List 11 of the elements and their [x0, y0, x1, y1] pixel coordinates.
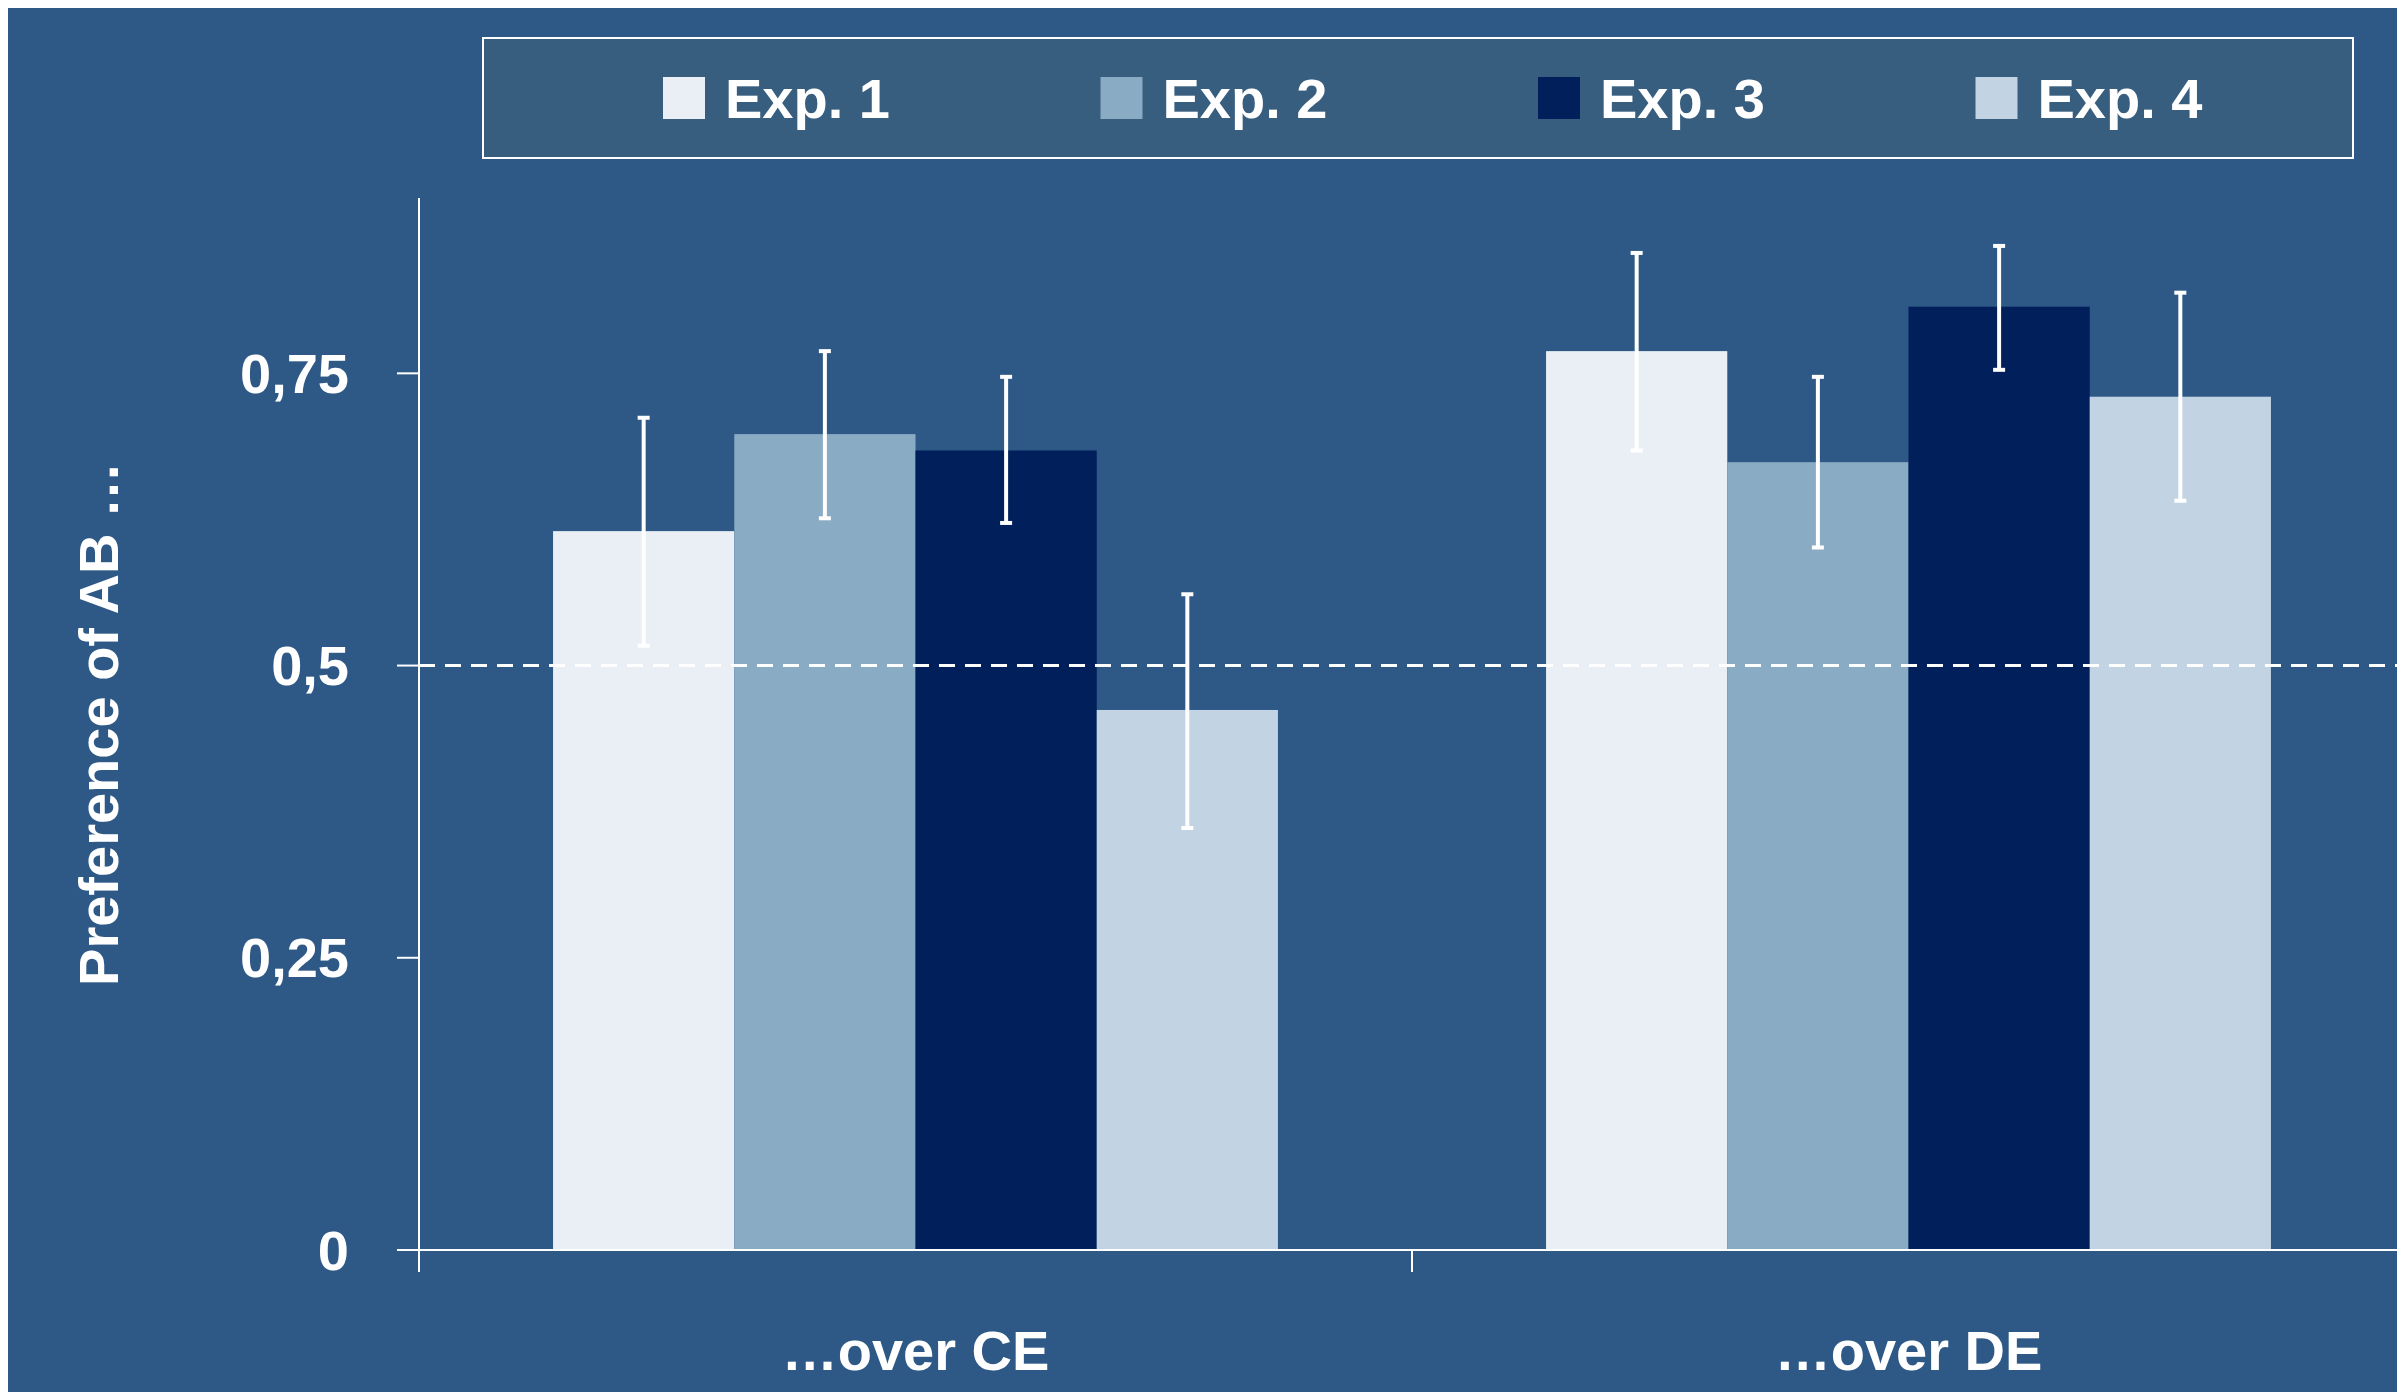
- legend-label: Exp. 4: [2037, 66, 2203, 130]
- y-tick-label: 0: [317, 1218, 349, 1282]
- legend-label: Exp. 1: [725, 66, 890, 130]
- legend-label: Exp. 3: [1600, 66, 1765, 130]
- y-tick-label: 0,75: [240, 341, 349, 405]
- legend-label: Exp. 2: [1162, 66, 1328, 130]
- y-axis-title: Preference of AB …: [67, 462, 130, 986]
- x-tick-label: …over DE: [1774, 1319, 2043, 1382]
- x-tick-label: …over CE: [781, 1319, 1050, 1382]
- y-tick-label: 0,5: [271, 634, 349, 698]
- y-tick-label: 0,25: [240, 926, 349, 990]
